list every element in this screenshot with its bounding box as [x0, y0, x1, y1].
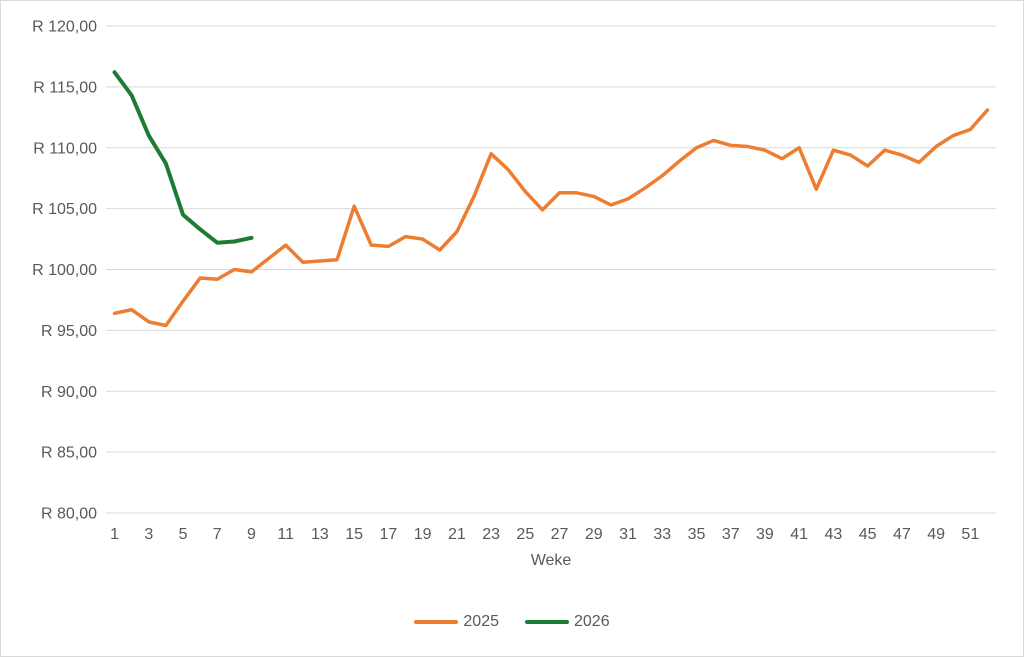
legend-label-2025: 2025: [463, 613, 499, 630]
x-tick-label: 45: [859, 526, 877, 543]
x-tick-label: 3: [144, 526, 153, 543]
x-tick-label: 47: [893, 526, 911, 543]
x-tick-label: 25: [516, 526, 534, 543]
x-tick-label: 51: [961, 526, 979, 543]
x-tick-label: 49: [927, 526, 945, 543]
x-tick-label: 29: [585, 526, 603, 543]
x-tick-label: 1: [110, 526, 119, 543]
y-tick-label: R 105,00: [32, 201, 97, 218]
y-tick-label: R 80,00: [41, 506, 97, 523]
x-tick-label: 5: [179, 526, 188, 543]
x-tick-label: 17: [380, 526, 398, 543]
y-tick-label: R 110,00: [33, 140, 97, 157]
y-tick-label: R 85,00: [41, 445, 97, 462]
x-tick-label: 15: [345, 526, 363, 543]
series-line-2026: [112, 70, 254, 245]
y-tick-label: R 120,00: [32, 19, 97, 36]
chart-legend: 2025 2026: [1, 613, 1023, 631]
y-tick-label: R 90,00: [41, 384, 97, 401]
legend-line-2025-icon: [414, 620, 459, 624]
x-tick-label: 43: [825, 526, 843, 543]
legend-label-2026: 2026: [574, 613, 610, 630]
x-tick-label: 41: [790, 526, 808, 543]
x-tick-label: 11: [277, 526, 294, 543]
y-tick-label: R 95,00: [41, 323, 97, 340]
x-tick-label: 39: [756, 526, 774, 543]
x-tick-label: 37: [722, 526, 740, 543]
y-tick-label: R 100,00: [32, 262, 97, 279]
legend-item-2026: 2026: [525, 613, 610, 631]
x-tick-label: 21: [448, 526, 466, 543]
x-tick-label: 33: [653, 526, 671, 543]
x-tick-label: 9: [247, 526, 256, 543]
x-tick-label: 19: [414, 526, 432, 543]
x-axis-title: Weke: [530, 552, 572, 569]
y-tick-label: R 115,00: [33, 79, 97, 96]
x-tick-label: 23: [482, 526, 500, 543]
legend-item-2025: 2025: [414, 613, 499, 631]
x-tick-label: 31: [619, 526, 637, 543]
x-tick-label: 35: [688, 526, 706, 543]
legend-line-2026-icon: [525, 620, 569, 624]
x-tick-label: 13: [311, 526, 329, 543]
series-line-2025: [112, 108, 990, 328]
x-tick-label: 7: [213, 526, 222, 543]
x-tick-label: 27: [551, 526, 569, 543]
